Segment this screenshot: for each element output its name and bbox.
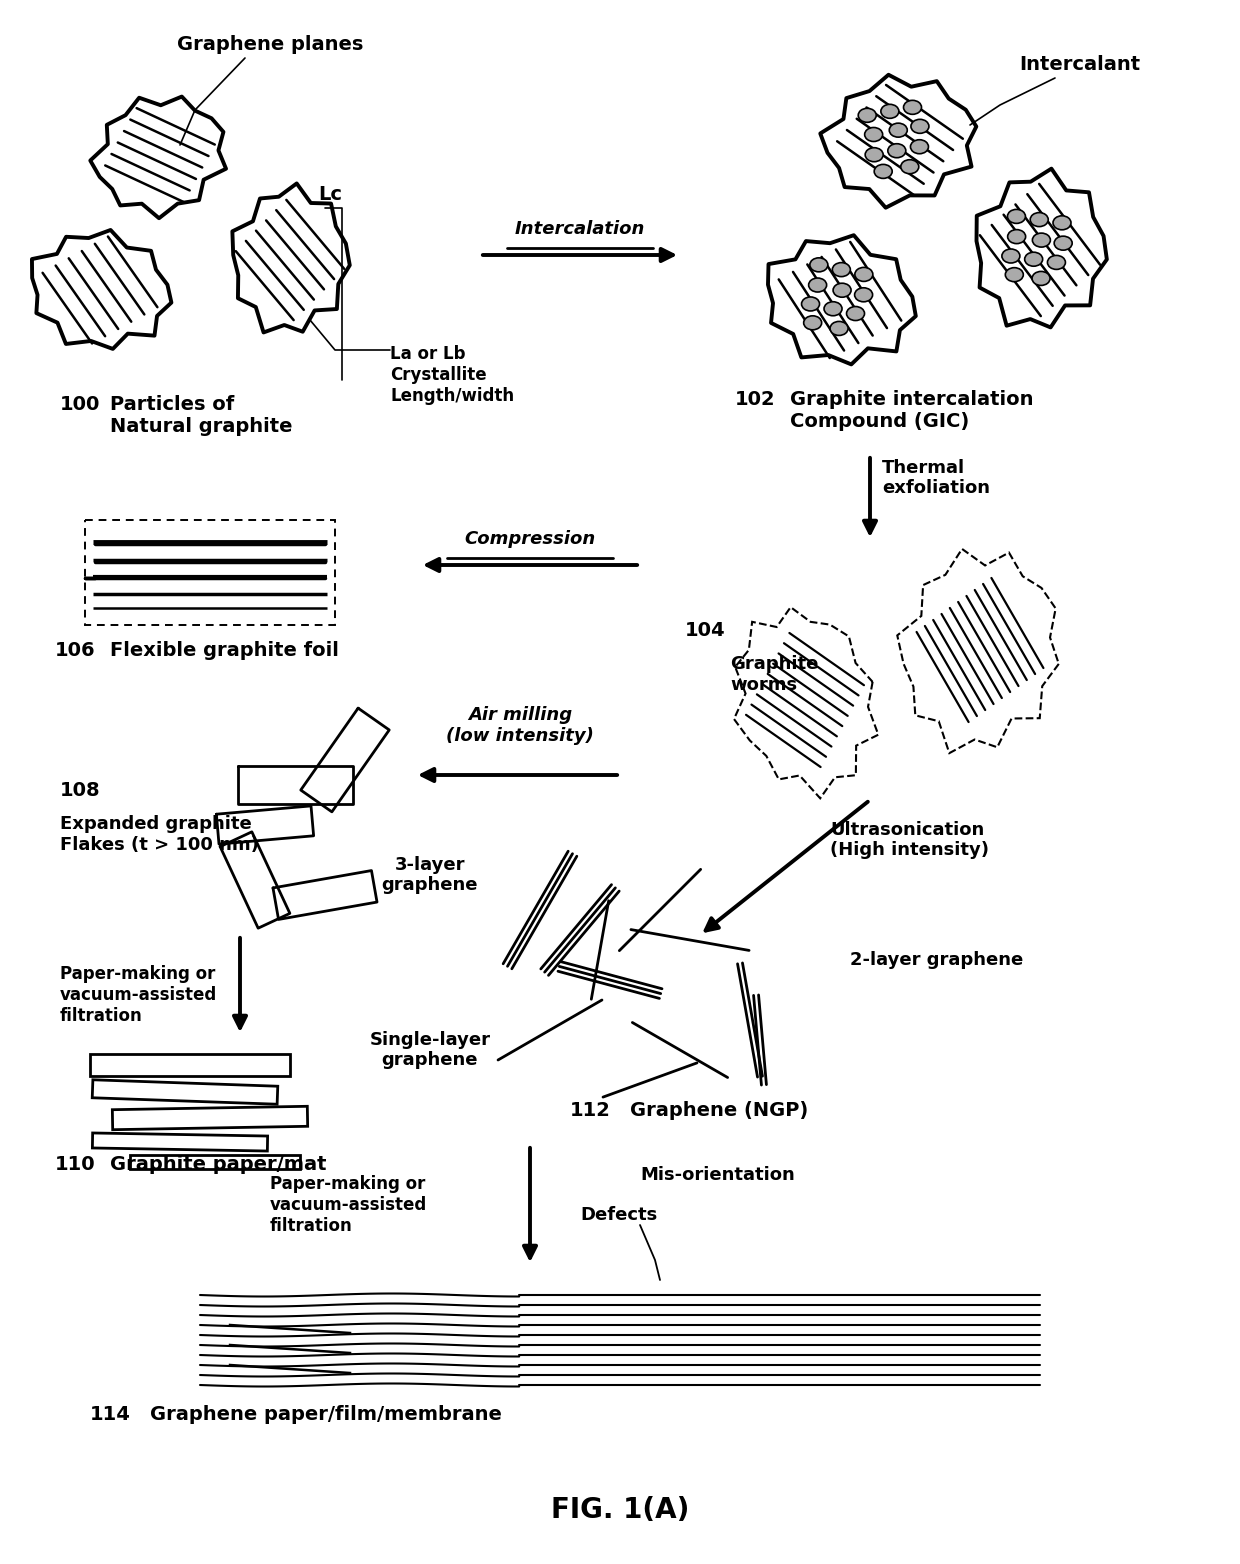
Ellipse shape [874,164,893,178]
Text: Intercalation: Intercalation [515,221,645,238]
Polygon shape [93,1132,268,1151]
Ellipse shape [830,322,848,335]
Polygon shape [92,1079,278,1104]
Text: Graphite paper/mat: Graphite paper/mat [110,1156,326,1175]
Ellipse shape [1007,210,1025,224]
Text: Flexible graphite foil: Flexible graphite foil [110,641,339,660]
Ellipse shape [888,144,905,158]
Ellipse shape [889,124,908,138]
Text: 114: 114 [91,1406,131,1425]
Text: 100: 100 [60,396,100,414]
Ellipse shape [832,263,851,277]
Ellipse shape [1002,249,1019,263]
Text: 104: 104 [684,621,725,640]
Text: 106: 106 [55,641,95,660]
Text: La or Lb
Crystallite
Length/width: La or Lb Crystallite Length/width [391,346,515,405]
Polygon shape [91,97,226,219]
Ellipse shape [808,278,827,292]
Text: 112: 112 [570,1101,611,1120]
Ellipse shape [880,105,899,119]
Polygon shape [32,230,171,349]
Text: 102: 102 [735,389,776,410]
Polygon shape [821,75,976,208]
Ellipse shape [854,288,873,302]
Ellipse shape [804,316,822,330]
Text: Compression: Compression [464,530,595,547]
Ellipse shape [1024,252,1043,266]
Text: 3-layer
graphene: 3-layer graphene [382,856,479,895]
Text: FIG. 1(A): FIG. 1(A) [551,1497,689,1523]
Bar [86,519,335,624]
Ellipse shape [904,100,921,114]
Ellipse shape [1054,236,1073,250]
Text: Expanded graphite
Flakes (t > 100 nm): Expanded graphite Flakes (t > 100 nm) [60,815,259,854]
Ellipse shape [847,307,864,321]
Text: Paper-making or
vacuum-assisted
filtration: Paper-making or vacuum-assisted filtrati… [270,1175,428,1234]
Text: 2-layer graphene: 2-layer graphene [849,951,1023,970]
Ellipse shape [1048,255,1065,269]
Ellipse shape [900,160,919,174]
Text: Graphene planes: Graphene planes [177,36,363,55]
Text: Thermal
exfoliation: Thermal exfoliation [882,458,990,497]
Text: Defects: Defects [580,1206,657,1225]
Text: Particles of
Natural graphite: Particles of Natural graphite [110,396,293,436]
Polygon shape [734,607,878,798]
Polygon shape [232,183,350,333]
Text: Graphite
worms: Graphite worms [730,655,818,694]
Polygon shape [768,235,916,364]
Ellipse shape [833,283,851,297]
Ellipse shape [1032,272,1050,285]
Ellipse shape [911,119,929,133]
Text: Intercalant: Intercalant [1019,55,1141,75]
Ellipse shape [801,297,820,311]
Ellipse shape [1030,213,1048,227]
Ellipse shape [858,108,877,122]
Polygon shape [130,1154,300,1168]
Polygon shape [898,549,1059,754]
Text: Lc: Lc [317,186,342,205]
Text: Air milling
(low intensity): Air milling (low intensity) [446,707,594,744]
Ellipse shape [854,267,873,282]
Polygon shape [976,169,1107,327]
Ellipse shape [864,128,883,141]
Ellipse shape [1008,230,1025,244]
Text: Paper-making or
vacuum-assisted
filtration: Paper-making or vacuum-assisted filtrati… [60,965,217,1024]
Ellipse shape [825,302,842,316]
Text: Graphite intercalation
Compound (GIC): Graphite intercalation Compound (GIC) [790,389,1033,432]
Ellipse shape [910,139,929,153]
Text: Ultrasonication
(High intensity): Ultrasonication (High intensity) [830,821,990,859]
Polygon shape [113,1106,308,1129]
Text: Graphene (NGP): Graphene (NGP) [630,1101,808,1120]
Ellipse shape [1053,216,1071,230]
Ellipse shape [810,258,828,272]
Ellipse shape [1033,233,1050,247]
Text: Graphene paper/film/membrane: Graphene paper/film/membrane [150,1406,502,1425]
Text: 108: 108 [60,780,100,799]
Text: Mis-orientation: Mis-orientation [640,1167,795,1184]
Text: 110: 110 [55,1156,95,1175]
Ellipse shape [866,147,883,161]
Ellipse shape [1006,267,1023,282]
Text: Single-layer
graphene: Single-layer graphene [370,1031,491,1070]
Polygon shape [91,1054,290,1076]
